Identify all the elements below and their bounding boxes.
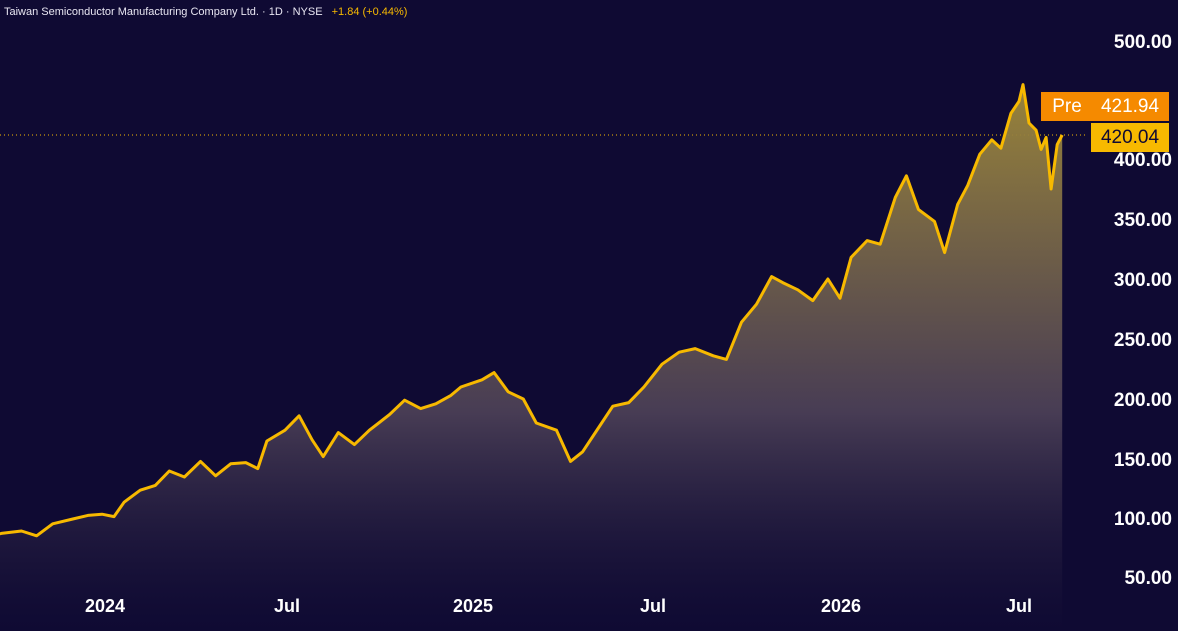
y-tick-label: 50.00 <box>1124 568 1172 589</box>
y-tick-label: 250.00 <box>1113 330 1172 351</box>
y-tick-label: 400.00 <box>1113 150 1172 171</box>
y-tick-label: 350.00 <box>1113 210 1172 231</box>
y-tick-label: 100.00 <box>1113 509 1172 530</box>
premarket-price: 421.94 <box>1091 92 1169 121</box>
price-line <box>0 83 1064 538</box>
y-tick-label: 200.00 <box>1113 390 1172 411</box>
price-change: +1.84 (+0.44%) <box>331 6 408 18</box>
price-area-fill <box>0 84 1063 631</box>
x-tick-label: 2025 <box>452 596 494 616</box>
x-tick-label: 2024 <box>84 596 126 616</box>
premarket-label: Pre <box>1041 92 1093 121</box>
last-price: 420.04 <box>1091 123 1169 152</box>
y-tick-label: 500.00 <box>1113 32 1172 53</box>
x-tick-label: Jul <box>273 596 301 616</box>
chart-header-title: Taiwan Semiconductor Manufacturing Compa… <box>4 6 323 18</box>
y-tick-label: 300.00 <box>1113 270 1172 291</box>
x-tick-label: Jul <box>639 596 667 616</box>
x-tick-label: Jul <box>1005 596 1033 616</box>
y-tick-label: 150.00 <box>1113 450 1172 471</box>
x-tick-label: 2026 <box>820 596 862 616</box>
chart-header: Taiwan Semiconductor Manufacturing Compa… <box>4 6 407 18</box>
